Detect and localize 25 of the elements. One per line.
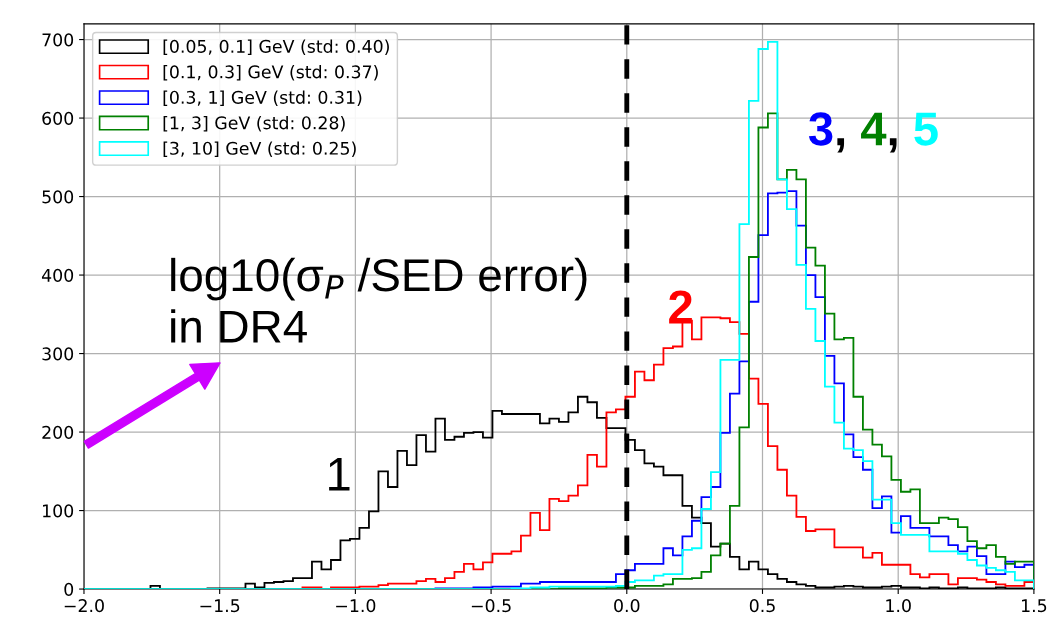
y-tick-label: 400 <box>41 268 74 282</box>
x-tick-label: 1.5 <box>1022 599 1047 613</box>
legend-label: [3, 10] GeV (std: 0.25) <box>163 141 356 157</box>
legend-label: [0.05, 0.1] GeV (std: 0.40) <box>163 39 389 55</box>
annotation: 1 <box>329 458 350 491</box>
x-tick-label: 0.5 <box>749 599 775 613</box>
x-tick-label: 1.0 <box>886 599 911 613</box>
x-tick-label: −1.0 <box>336 599 376 613</box>
y-tick-label: 200 <box>42 425 74 439</box>
annotation: log10(σ$_{P}$ /SED error) in DR4 <box>171 257 587 343</box>
x-tick-label: −2.0 <box>64 599 104 613</box>
x-tick-label: −1.5 <box>200 599 240 613</box>
y-tick-label: 500 <box>42 190 74 204</box>
annotation: 2 <box>669 290 692 324</box>
y-tick-label: 600 <box>42 111 74 125</box>
legend-label: [1, 3] GeV (std: 0.28) <box>163 115 345 132</box>
annotation: 3, 4, 5 <box>808 112 938 153</box>
x-tick-label: 0.0 <box>614 599 640 613</box>
legend-label: [0.1, 0.3] GeV (std: 0.37) <box>163 64 378 81</box>
y-tick-label: 100 <box>43 504 74 518</box>
legend-label: [0.3, 1] GeV (std: 0.31) <box>163 90 362 106</box>
x-tick-label: −0.5 <box>471 599 511 613</box>
y-tick-label: 0 <box>64 582 74 596</box>
y-tick-label: 300 <box>42 347 74 361</box>
y-tick-label: 700 <box>42 33 74 47</box>
